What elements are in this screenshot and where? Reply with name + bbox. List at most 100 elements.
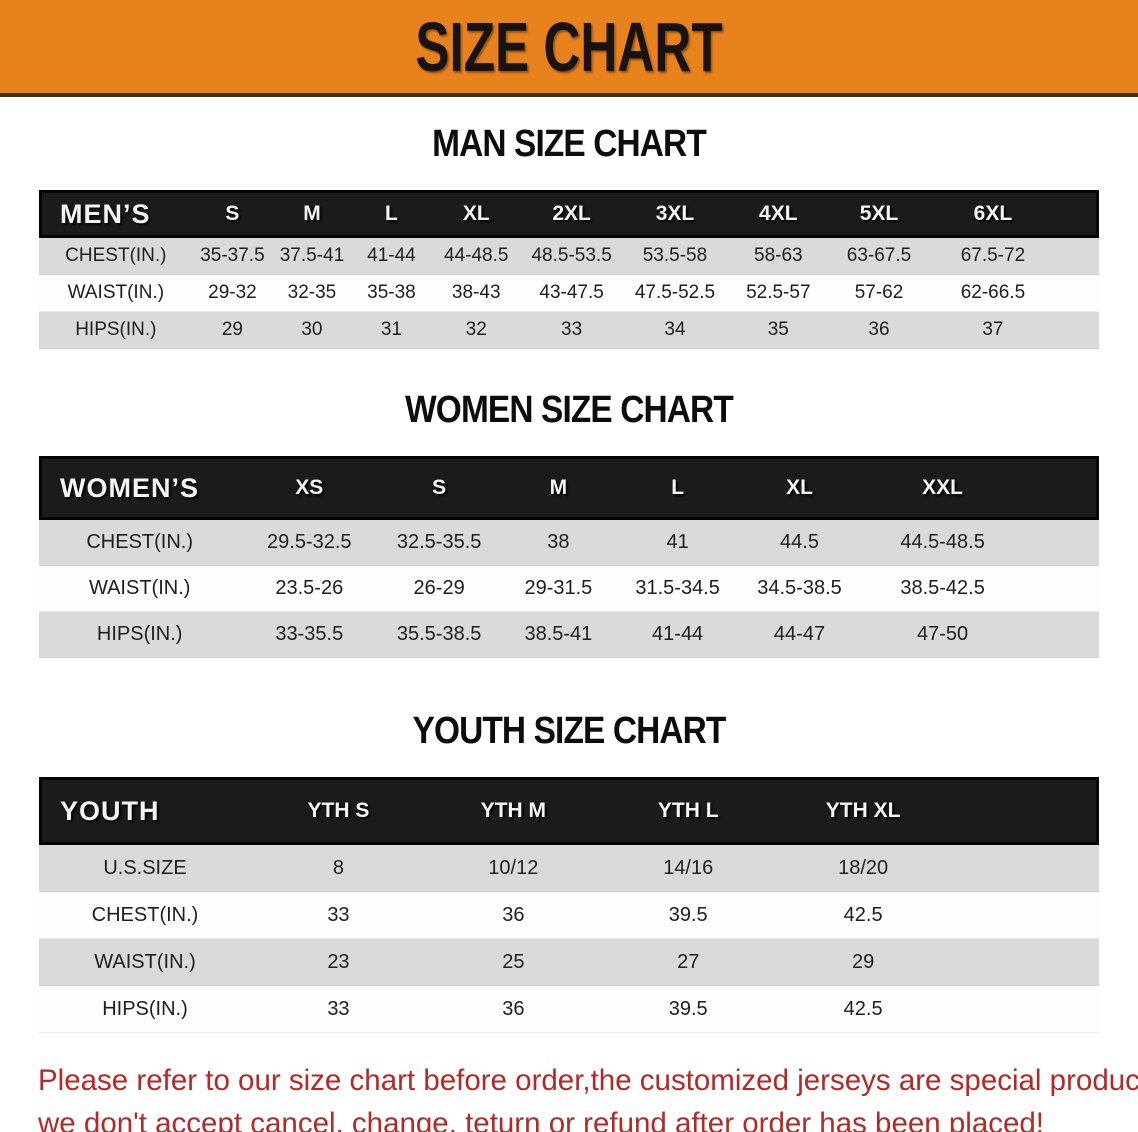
size-column-header: XL	[738, 456, 861, 520]
size-value-cell: 44-48.5	[431, 238, 522, 275]
size-value-cell: 53.5-58	[621, 238, 728, 275]
youth-section-title: YOUTH SIZE CHART	[412, 710, 727, 752]
size-value-cell: 26-29	[378, 566, 501, 612]
youth-size-table: YOUTH YTH S YTH M YTH L YTH XL U.S.SIZE 8 10/12…	[39, 777, 1099, 1033]
measure-row: U.S.SIZE 8 10/12 14/16 18/20	[39, 845, 1099, 892]
size-value-cell: 10/12	[425, 845, 601, 892]
spacer-cell	[950, 986, 1099, 1033]
size-header-row: MEN’S S M L XL 2XL 3XL 4XL 5XL 6XL	[39, 190, 1099, 238]
spacer-cell	[1056, 312, 1099, 349]
size-column-header: L	[616, 456, 739, 520]
spacer-cell	[950, 892, 1099, 939]
spacer-cell	[1024, 456, 1099, 520]
size-value-cell: 38.5-42.5	[860, 566, 1025, 612]
size-value-cell: 62-66.5	[929, 275, 1057, 312]
size-value-cell: 23	[251, 939, 426, 986]
row-label: CHEST(IN.)	[39, 238, 193, 275]
size-value-cell: 63-67.5	[828, 238, 930, 275]
row-label: CHEST(IN.)	[39, 892, 251, 939]
row-label: U.S.SIZE	[39, 845, 251, 892]
size-value-cell: 18/20	[775, 845, 951, 892]
measure-row: WAIST(IN.) 23.5-26 26-29 29-31.5 31.5-34.5 34…	[39, 566, 1099, 612]
measure-row: CHEST(IN.) 29.5-32.5 32.5-35.5 38 41 44.5 44.5…	[39, 520, 1099, 566]
size-value-cell: 33	[251, 892, 426, 939]
row-label: WAIST(IN.)	[39, 566, 241, 612]
row-label: HIPS(IN.)	[39, 612, 241, 658]
size-value-cell: 25	[425, 939, 601, 986]
size-value-cell: 23.5-26	[240, 566, 379, 612]
size-value-cell: 8	[251, 845, 426, 892]
size-value-cell: 39.5	[600, 986, 776, 1033]
size-value-cell: 41-44	[351, 238, 432, 275]
size-value-cell: 35-37.5	[192, 238, 273, 275]
size-header-row: WOMEN’S XS S M L XL XXL	[39, 456, 1099, 520]
size-value-cell: 38	[500, 520, 617, 566]
size-value-cell: 37	[929, 312, 1057, 349]
measure-row: HIPS(IN.) 33-35.5 35.5-38.5 38.5-41 41-44 44-…	[39, 612, 1099, 658]
size-column-header: 4XL	[727, 190, 829, 238]
size-value-cell: 35	[727, 312, 829, 349]
size-value-cell: 58-63	[727, 238, 829, 275]
spacer-cell	[1024, 566, 1099, 612]
size-column-header: S	[192, 190, 273, 238]
size-value-cell: 41	[616, 520, 739, 566]
size-column-header: 3XL	[621, 190, 728, 238]
size-value-cell: 44.5	[738, 520, 861, 566]
spacer-cell	[950, 939, 1099, 986]
size-value-cell: 34	[621, 312, 728, 349]
size-column-header: 2XL	[521, 190, 622, 238]
size-value-cell: 30	[272, 312, 352, 349]
size-value-cell: 47-50	[860, 612, 1025, 658]
size-value-cell: 29.5-32.5	[240, 520, 379, 566]
men-section-title: MAN SIZE CHART	[432, 123, 707, 165]
size-value-cell: 32.5-35.5	[378, 520, 501, 566]
spacer-cell	[1056, 190, 1099, 238]
section-youth: YOUTH SIZE CHART YOUTH YTH S YTH M YTH L YTH…	[0, 658, 1138, 1033]
size-value-cell: 33	[521, 312, 622, 349]
spacer-cell	[1024, 520, 1099, 566]
spacer-cell	[950, 777, 1099, 845]
size-value-cell: 29	[192, 312, 273, 349]
men-size-table: MEN’S S M L XL 2XL 3XL 4XL 5XL 6XL CHEST(IN.) 35-37…	[39, 190, 1099, 349]
size-value-cell: 57-62	[828, 275, 930, 312]
size-value-cell: 36	[828, 312, 930, 349]
size-column-header: S	[378, 456, 501, 520]
size-value-cell: 41-44	[616, 612, 739, 658]
size-value-cell: 32-35	[272, 275, 352, 312]
size-value-cell: 35-38	[351, 275, 432, 312]
size-value-cell: 36	[425, 986, 601, 1033]
measure-row: HIPS(IN.) 33 36 39.5 42.5	[39, 986, 1099, 1033]
size-value-cell: 39.5	[600, 892, 776, 939]
women-size-table: WOMEN’S XS S M L XL XXL CHEST(IN.) 29.5-32.5 32.5…	[39, 456, 1099, 658]
women-section-title: WOMEN SIZE CHART	[405, 389, 734, 431]
size-value-cell: 27	[600, 939, 776, 986]
size-value-cell: 38.5-41	[500, 612, 617, 658]
row-label: HIPS(IN.)	[39, 312, 193, 349]
section-men: MAN SIZE CHART MEN’S S M L XL 2XL 3XL 4XL 5XL 6XL…	[0, 97, 1138, 349]
size-column-header: YTH L	[600, 777, 776, 845]
size-value-cell: 31	[351, 312, 432, 349]
size-column-header: YTH M	[425, 777, 601, 845]
size-value-cell: 29	[775, 939, 951, 986]
size-value-cell: 52.5-57	[727, 275, 829, 312]
size-column-header: XS	[240, 456, 379, 520]
row-label: WAIST(IN.)	[39, 939, 251, 986]
size-column-header: YTH S	[251, 777, 426, 845]
size-value-cell: 33-35.5	[240, 612, 379, 658]
spacer-cell	[1024, 612, 1099, 658]
size-value-cell: 31.5-34.5	[616, 566, 739, 612]
banner-title: SIZE CHART	[415, 7, 723, 86]
size-column-header: 6XL	[929, 190, 1057, 238]
size-value-cell: 29-32	[192, 275, 273, 312]
spacer-cell	[950, 845, 1099, 892]
size-value-cell: 33	[251, 986, 426, 1033]
size-value-cell: 42.5	[775, 986, 951, 1033]
size-column-header: L	[351, 190, 432, 238]
size-column-header: M	[272, 190, 352, 238]
measure-row: HIPS(IN.) 29 30 31 32 33 34 35 36 37	[39, 312, 1099, 349]
disclaimer: Please refer to our size chart before or…	[0, 1059, 1138, 1132]
measure-row: CHEST(IN.) 35-37.5 37.5-41 41-44 44-48.5 48.5…	[39, 238, 1099, 275]
size-value-cell: 38-43	[431, 275, 522, 312]
row-label: HIPS(IN.)	[39, 986, 251, 1033]
